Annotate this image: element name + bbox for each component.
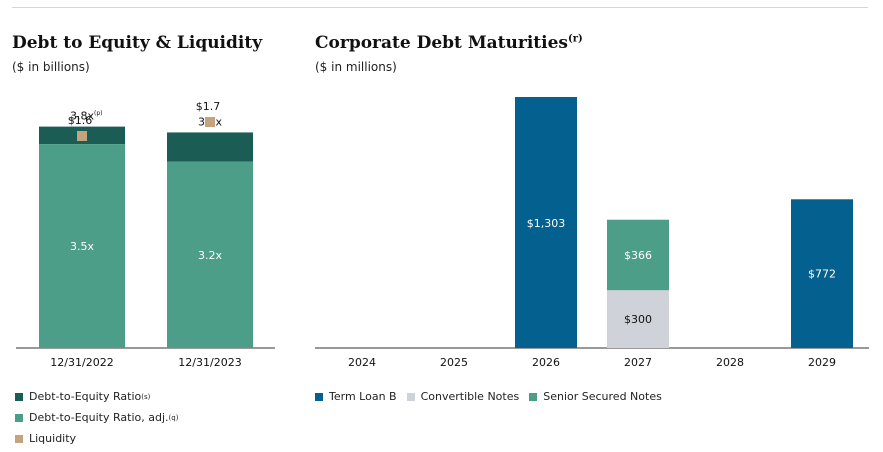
bar-debt-to-equity-adj xyxy=(167,161,253,348)
left-chart: 3.5x3.8x$1.6(p)12/31/20223.2x3.7x$1.712/… xyxy=(16,100,275,369)
legend-sup: (q) xyxy=(168,413,179,422)
x-tick-label: 2027 xyxy=(624,356,652,369)
bar-label-debt-to-equity: 3.8x xyxy=(70,110,94,123)
right-chart: 2024 2025 $1,303 2026 $300 $366 2027 2028 $772 20… xyxy=(315,97,869,369)
bar-senior-secured-notes xyxy=(607,219,669,291)
top-divider xyxy=(12,7,868,8)
legend-item-senior-secured-notes: Senior Secured Notes xyxy=(529,390,662,403)
legend-label: Liquidity xyxy=(29,432,77,445)
legend-label: Convertible Notes xyxy=(420,390,520,403)
legend-label: Debt-to-Equity Ratio xyxy=(29,390,142,403)
bar-term-loan-b xyxy=(791,199,853,348)
x-tick-label: 12/31/2023 xyxy=(178,356,241,369)
legend-swatch xyxy=(529,392,538,401)
legend-label: Term Loan B xyxy=(329,390,397,403)
x-tick-label: 2025 xyxy=(440,356,468,369)
liquidity-label-sup: (p) xyxy=(94,110,103,117)
bar-value-label: $1,303 xyxy=(527,217,566,230)
bar-value-label: $366 xyxy=(624,249,652,262)
legend-label: Senior Secured Notes xyxy=(543,390,662,403)
legend-item-convertible-notes: Convertible Notes xyxy=(406,390,520,403)
right-chart-title: Corporate Debt Maturities(r) xyxy=(315,33,583,53)
left-chart-subtitle: ($ in billions) xyxy=(12,60,90,74)
legend-item-term-loan-b: Term Loan B xyxy=(315,390,397,403)
right-legend: Term Loan B Convertible Notes Senior Sec… xyxy=(315,390,662,403)
x-tick-label: 12/31/2022 xyxy=(50,356,113,369)
legend-swatch xyxy=(15,392,23,401)
legend-swatch xyxy=(406,392,415,401)
bar-debt-to-equity xyxy=(167,132,253,162)
bar-value-label: $300 xyxy=(624,313,652,326)
bar-term-loan-b xyxy=(515,97,577,348)
bar-debt-to-equity-adj xyxy=(39,144,125,348)
liquidity-marker xyxy=(205,117,215,127)
legend-item-debt-to-equity-adj: Debt-to-Equity Ratio, adj. (q) xyxy=(15,407,178,428)
bar-label-debt-to-equity-adj: 3.2x xyxy=(198,249,222,262)
bar-value-label: $772 xyxy=(808,268,836,281)
legend-swatch xyxy=(315,392,323,401)
left-legend: Debt-to-Equity Ratio (s) Debt-to-Equity R… xyxy=(15,386,178,449)
x-tick-label: 2024 xyxy=(348,356,376,369)
right-chart-title-sup: (r) xyxy=(567,33,583,45)
legend-item-liquidity: Liquidity xyxy=(15,428,178,449)
x-tick-label: 2026 xyxy=(532,356,560,369)
left-chart-title: Debt to Equity & Liquidity xyxy=(12,33,263,53)
legend-item-debt-to-equity: Debt-to-Equity Ratio (s) xyxy=(15,386,178,407)
legend-sup: (s) xyxy=(141,392,151,401)
legend-label: Debt-to-Equity Ratio, adj. xyxy=(29,411,169,424)
liquidity-label: $1.7 xyxy=(196,100,221,113)
bar-convertible-notes xyxy=(607,290,669,348)
x-tick-label: 2028 xyxy=(716,356,744,369)
liquidity-label: $1.6 xyxy=(68,114,93,127)
legend-swatch xyxy=(15,434,23,443)
x-tick-label: 2029 xyxy=(808,356,836,369)
liquidity-marker xyxy=(77,131,87,141)
right-chart-title-text: Corporate Debt Maturities xyxy=(315,33,568,53)
legend-swatch xyxy=(15,413,23,422)
bar-label-debt-to-equity-adj: 3.5x xyxy=(70,240,94,253)
right-chart-subtitle: ($ in millions) xyxy=(315,60,397,74)
